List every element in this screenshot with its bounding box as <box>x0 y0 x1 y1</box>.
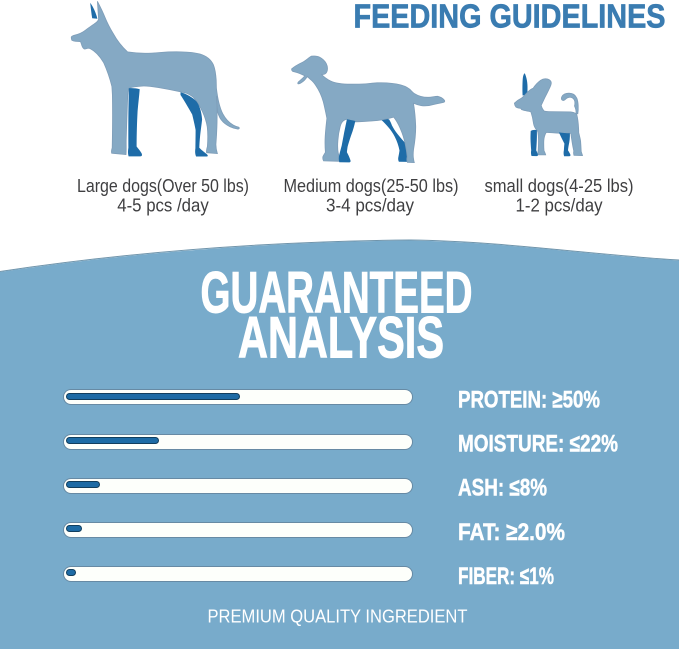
svg-text:FAT: ≥2.0%: FAT: ≥2.0% <box>458 519 565 546</box>
svg-text:ASH: ≤8%: ASH: ≤8% <box>458 475 547 502</box>
svg-text:PROTEIN: ≥50%: PROTEIN: ≥50% <box>458 387 600 414</box>
svg-text:1-2 pcs/day: 1-2 pcs/day <box>516 195 604 216</box>
svg-text:3-4 pcs/day: 3-4 pcs/day <box>326 195 415 216</box>
svg-text:Medium dogs(25-50 lbs): Medium dogs(25-50 lbs) <box>284 175 459 196</box>
svg-text:FEEDING GUIDELINES: FEEDING GUIDELINES <box>354 0 666 36</box>
svg-text:4-5 pcs /day: 4-5 pcs /day <box>117 195 209 216</box>
svg-text:small dogs(4-25 lbs): small dogs(4-25 lbs) <box>485 175 634 196</box>
svg-text:FIBER: ≤1%: FIBER: ≤1% <box>458 563 554 590</box>
svg-text:MOISTURE: ≤22%: MOISTURE: ≤22% <box>458 431 618 458</box>
svg-text:Large dogs(Over 50 lbs): Large dogs(Over 50 lbs) <box>77 175 249 196</box>
svg-text:GUARANTEED: GUARANTEED <box>201 261 473 326</box>
svg-text:PREMIUM QUALITY INGREDIENT: PREMIUM QUALITY INGREDIENT <box>208 607 468 627</box>
svg-text:ANALYSIS: ANALYSIS <box>238 306 444 371</box>
